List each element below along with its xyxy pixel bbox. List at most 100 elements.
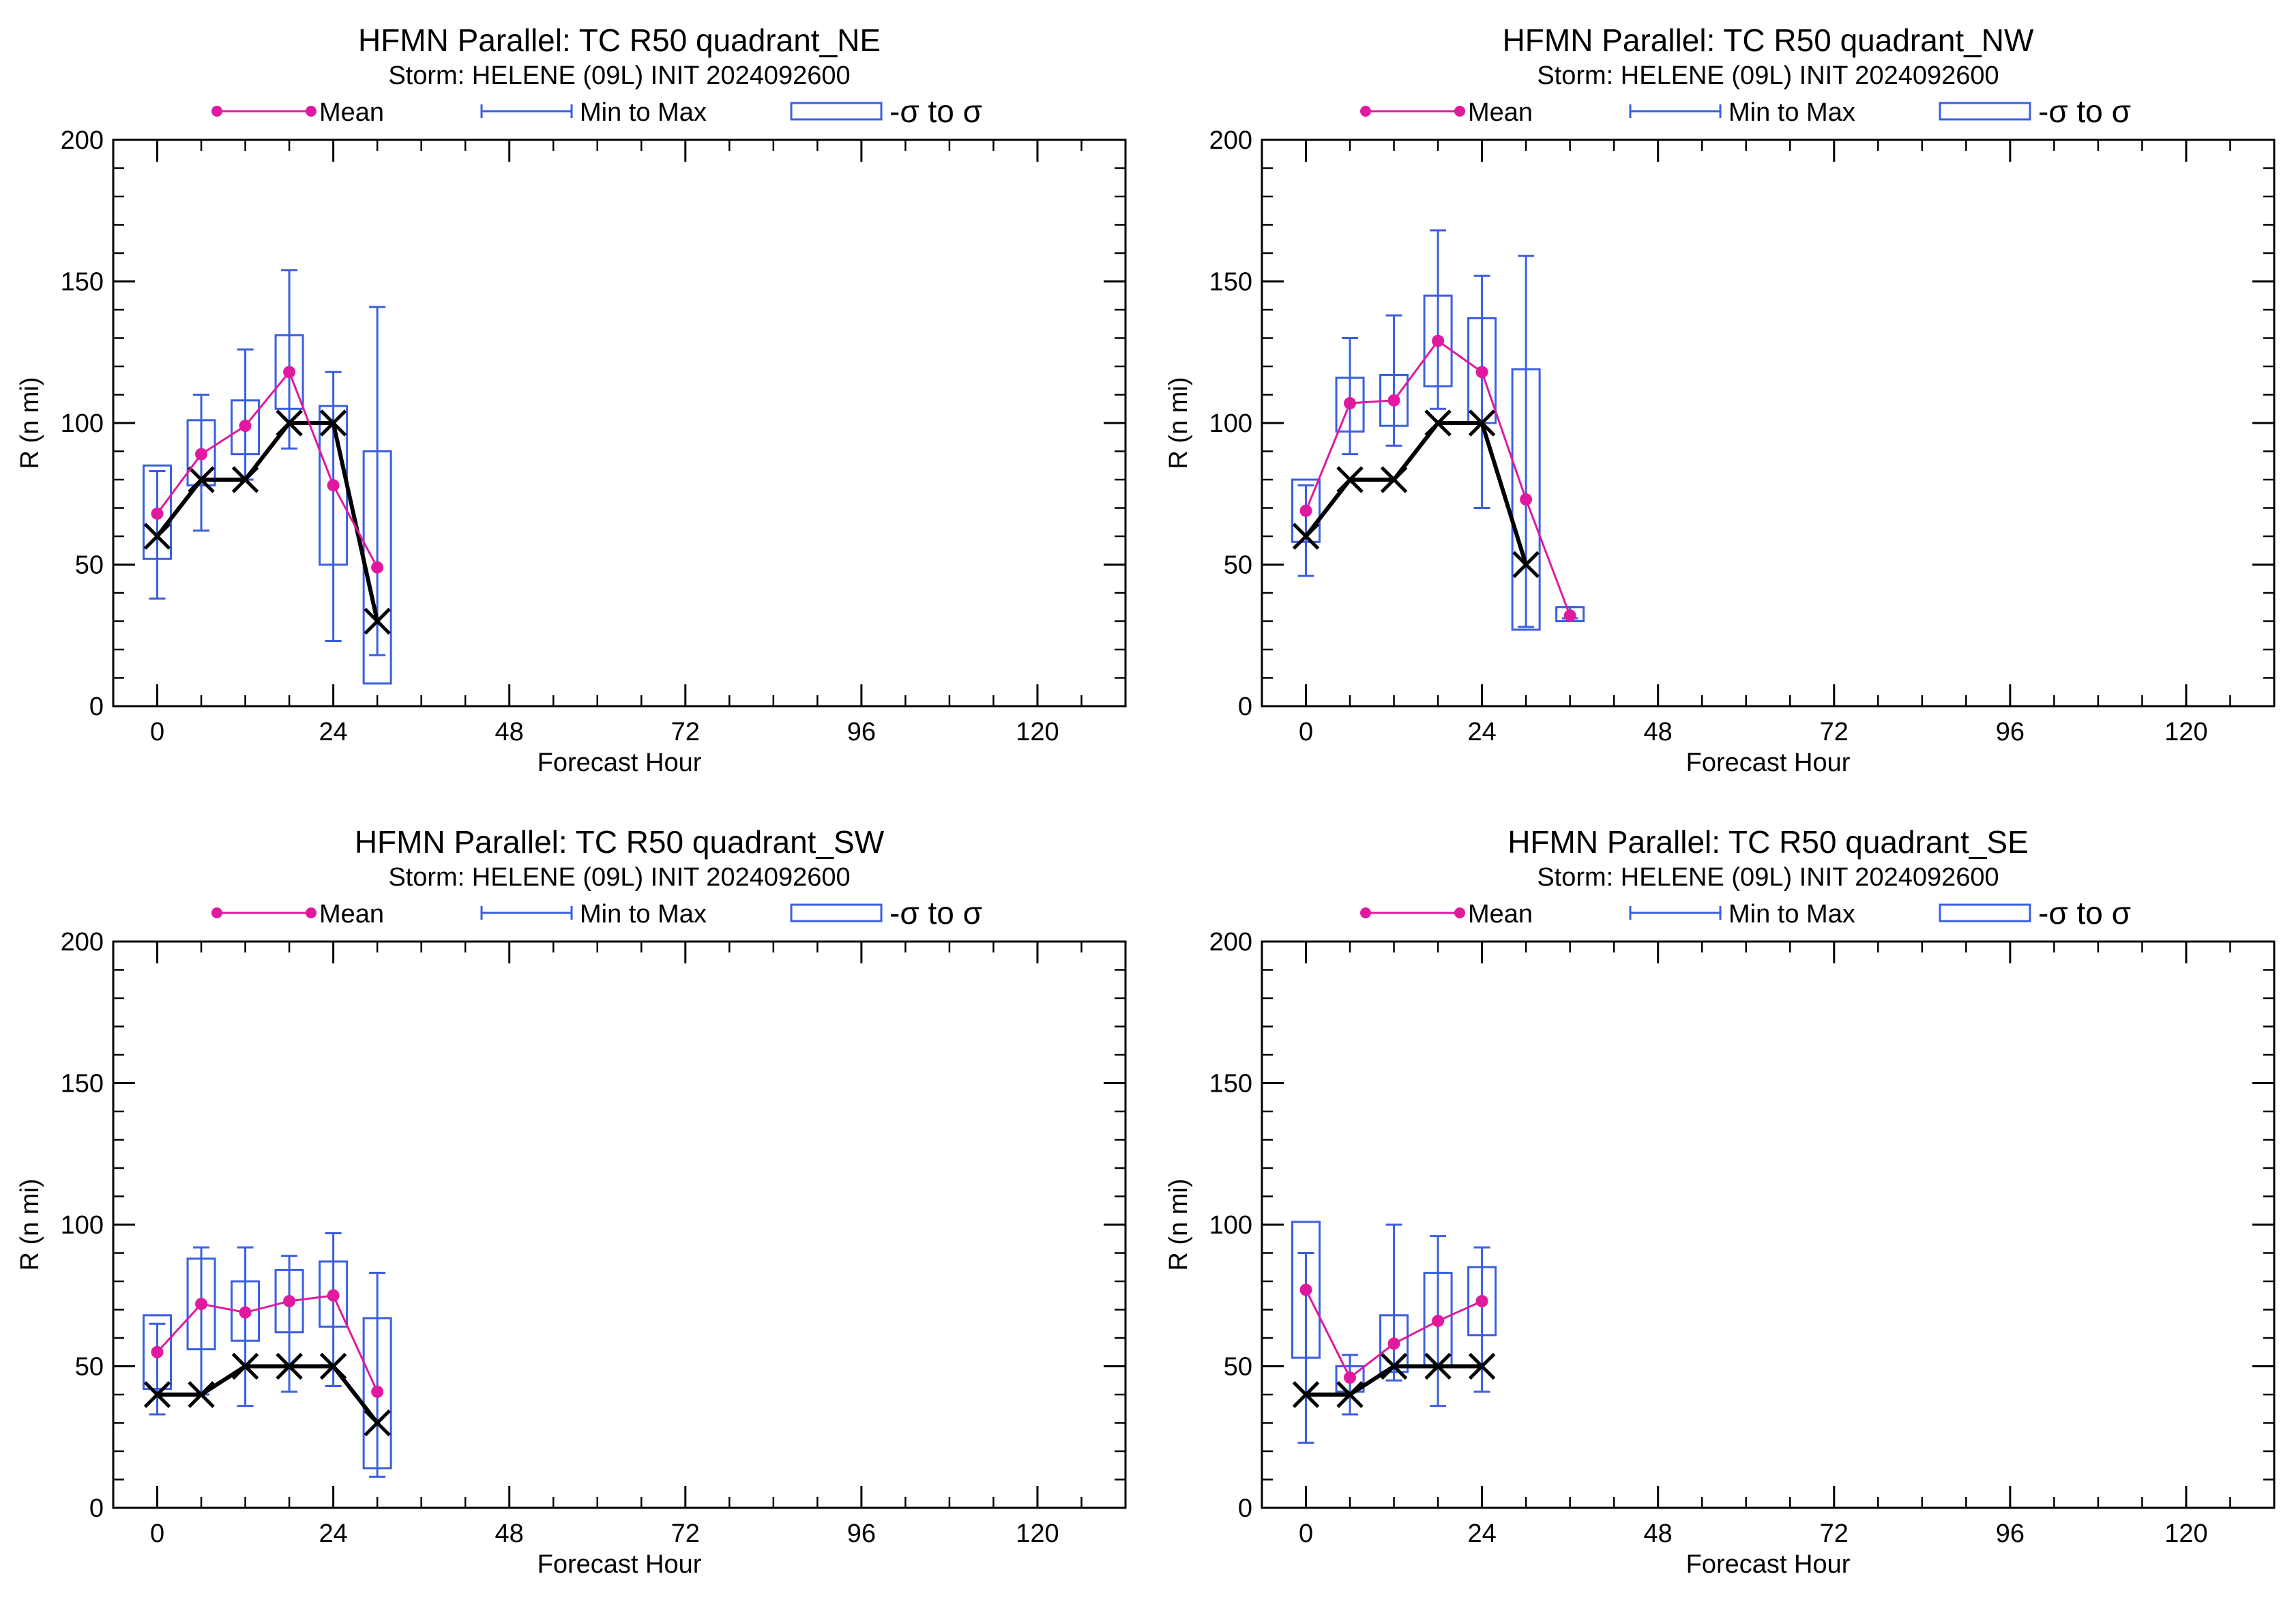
x-tick-label: 48 (495, 718, 524, 746)
x-tick-label: 0 (1299, 1519, 1313, 1548)
x-tick-label: 24 (319, 1519, 347, 1548)
boxes (143, 269, 392, 685)
mean-point (327, 1289, 340, 1302)
best-track-marker (1336, 1381, 1364, 1408)
x-tick-label: 120 (1016, 718, 1059, 746)
legend-mean-marker (306, 106, 317, 117)
legend-sigma-label: -σ to σ (2038, 895, 2131, 931)
chart-subtitle: Storm: HELENE (09L) INIT 2024092600 (1537, 61, 1999, 90)
sigma-box (186, 1257, 216, 1351)
y-tick-label: 0 (89, 1494, 104, 1523)
mean-point (1387, 394, 1400, 407)
sigma-box (1379, 1314, 1409, 1373)
best-track-marker (1468, 409, 1496, 437)
x-tick-label: 72 (671, 718, 700, 746)
best-track-line (157, 1364, 379, 1425)
y-tick-label: 0 (1238, 1494, 1252, 1523)
y-tick-label: 150 (61, 1070, 104, 1098)
x-tick-label: 48 (495, 1519, 524, 1548)
x-tick-label: 120 (1016, 1519, 1059, 1548)
best-track-marker (1424, 1352, 1452, 1380)
legend-sigma-box (790, 903, 883, 922)
chart-subtitle: Storm: HELENE (09L) INIT 2024092600 (1537, 863, 1999, 892)
sigma-box (362, 1317, 392, 1470)
x-axis: 0 24 48 72 96 120 Forecast Hour (150, 942, 1083, 1579)
mean-point (1299, 504, 1312, 517)
x-tick-label: 24 (319, 718, 347, 746)
best-track-marker (1336, 466, 1364, 493)
y-tick-label: 50 (1224, 551, 1252, 580)
x-tick-label: 0 (1299, 718, 1313, 746)
legend-mean-marker (211, 106, 222, 117)
best-track-marker (1292, 1381, 1320, 1408)
mean-point (283, 366, 296, 379)
best-track (143, 1352, 391, 1437)
mean-point (1344, 396, 1357, 409)
mean-series (151, 366, 384, 574)
legend: Mean Min to Max -σ to σ (1360, 93, 2131, 129)
plot-frame (1261, 139, 2276, 708)
chart-title: HFMN Parallel: TC R50 quadrant_NE (358, 23, 881, 58)
mean-point (371, 561, 384, 574)
mean-line (156, 1294, 379, 1393)
mean-point (151, 507, 164, 520)
sigma-box (143, 1314, 173, 1390)
y-tick-label: 50 (1224, 1353, 1252, 1382)
best-track-marker (231, 466, 259, 493)
x-axis-label: Forecast Hour (1686, 748, 1851, 777)
legend-minmax-label: Min to Max (580, 98, 707, 127)
x-tick-label: 72 (1820, 718, 1849, 746)
best-track-marker (1424, 409, 1452, 437)
y-tick-label: 200 (61, 126, 104, 155)
mean-point (371, 1385, 384, 1398)
x-axis-label: Forecast Hour (1686, 1550, 1851, 1579)
x-tick-label: 72 (671, 1519, 700, 1548)
x-axis: 0 24 48 72 96 120 Forecast Hour (1299, 140, 2231, 777)
x-tick-label: 96 (847, 1519, 876, 1548)
legend-mean-marker (306, 907, 317, 918)
mean-point (1299, 1283, 1312, 1296)
legend: Mean Min to Max -σ to σ (1360, 895, 2131, 931)
legend-minmax-label: Min to Max (1728, 900, 1855, 929)
best-track-marker (1512, 551, 1540, 579)
legend-mean-marker (1454, 907, 1465, 918)
chart-panel-4: HFMN Parallel: TC R50 quadrant_SE Storm: … (1164, 824, 2276, 1579)
sigma-box (1467, 1266, 1497, 1337)
chart-subtitle: Storm: HELENE (09L) INIT 2024092600 (388, 61, 850, 90)
best-track-line (156, 421, 380, 622)
y-tick-label: 100 (1209, 409, 1252, 438)
sigma-box (186, 419, 216, 486)
x-axis-label: Forecast Hour (538, 1550, 702, 1579)
legend-sigma-label: -σ to σ (889, 93, 982, 129)
y-tick-label: 0 (89, 693, 104, 721)
best-track-marker (276, 1352, 303, 1380)
x-tick-label: 120 (2164, 718, 2207, 746)
y-tick-label: 200 (1209, 126, 1252, 155)
sigma-box (143, 464, 173, 560)
x-tick-label: 96 (1996, 1519, 2025, 1548)
x-tick-label: 72 (1820, 1519, 1849, 1548)
chart-panel-1: HFMN Parallel: TC R50 quadrant_NE Storm: … (16, 23, 1127, 777)
y-axis: 0 50 100 150 200 R (n mi) (16, 126, 1125, 721)
legend-mean-marker (211, 907, 222, 918)
y-axis-label: R (n mi) (16, 377, 44, 469)
sigma-box (1335, 1365, 1365, 1393)
x-tick-label: 0 (150, 718, 164, 746)
x-tick-label: 24 (1467, 1519, 1496, 1548)
x-tick-label: 96 (1996, 718, 2025, 746)
boxes (1291, 229, 1585, 631)
mean-point (1563, 609, 1576, 622)
x-axis: 0 24 48 72 96 120 Forecast Hour (150, 140, 1083, 777)
chart-title: HFMN Parallel: TC R50 quadrant_SW (355, 824, 885, 860)
sigma-box (1335, 377, 1365, 433)
y-tick-label: 100 (1209, 1211, 1252, 1240)
best-track-marker (1380, 466, 1408, 493)
plot-frame (112, 940, 1127, 1509)
y-tick-label: 200 (1209, 928, 1252, 957)
legend-sigma-box (790, 102, 883, 121)
sigma-box (1291, 1221, 1321, 1359)
mean-series (1299, 334, 1576, 622)
best-track-marker (143, 523, 171, 550)
boxes (1291, 1221, 1497, 1444)
